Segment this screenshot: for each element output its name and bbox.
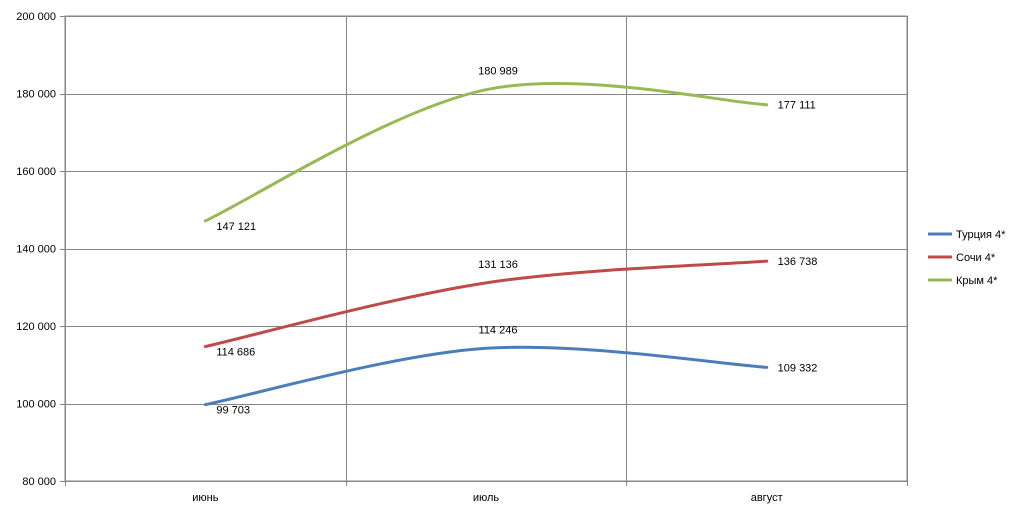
data-label-crimea: 177 111 — [778, 100, 816, 112]
series-line-turkey — [203, 345, 769, 407]
x-tick-label: июль — [473, 492, 500, 504]
x-axis-ticks: июнь июль август — [192, 492, 782, 504]
data-label-turkey: 99 703 — [216, 405, 250, 417]
data-label-turkey: 109 332 — [778, 362, 818, 374]
legend-label-turkey: Турция 4* — [956, 229, 1006, 241]
y-tick-label: 160 000 — [16, 166, 56, 178]
legend-label-sochi: Сочи 4* — [956, 252, 996, 264]
data-label-crimea: 180 989 — [478, 66, 518, 78]
plot-frame — [64, 15, 908, 482]
gridlines — [60, 16, 908, 486]
y-tick-label: 140 000 — [16, 244, 56, 256]
series-line-crimea — [203, 81, 769, 223]
y-tick-label: 120 000 — [16, 321, 56, 333]
y-axis-ticks: 80 000 100 000 120 000 140 000 160 000 180 00… — [16, 11, 56, 488]
data-label-sochi: 131 136 — [478, 259, 518, 271]
x-tick-label: август — [751, 492, 783, 504]
y-tick-label: 200 000 — [16, 11, 56, 23]
data-label-crimea: 147 121 — [216, 221, 256, 233]
series-lines — [203, 81, 769, 407]
legend: Турция 4* Сочи 4* Крым 4* — [928, 229, 1006, 287]
y-tick-label: 80 000 — [22, 476, 56, 488]
y-tick-label: 100 000 — [16, 399, 56, 411]
legend-label-crimea: Крым 4* — [956, 275, 998, 287]
data-labels: 99 703 114 246 109 332 114 686 131 136 136 73… — [216, 66, 817, 417]
data-label-sochi: 114 686 — [216, 347, 255, 359]
series-line-sochi — [203, 259, 769, 349]
data-label-sochi: 136 738 — [778, 256, 818, 268]
y-tick-label: 180 000 — [16, 89, 56, 101]
x-tick-label: июнь — [192, 492, 218, 504]
data-label-turkey: 114 246 — [479, 324, 518, 336]
plot-area — [64, 15, 908, 482]
